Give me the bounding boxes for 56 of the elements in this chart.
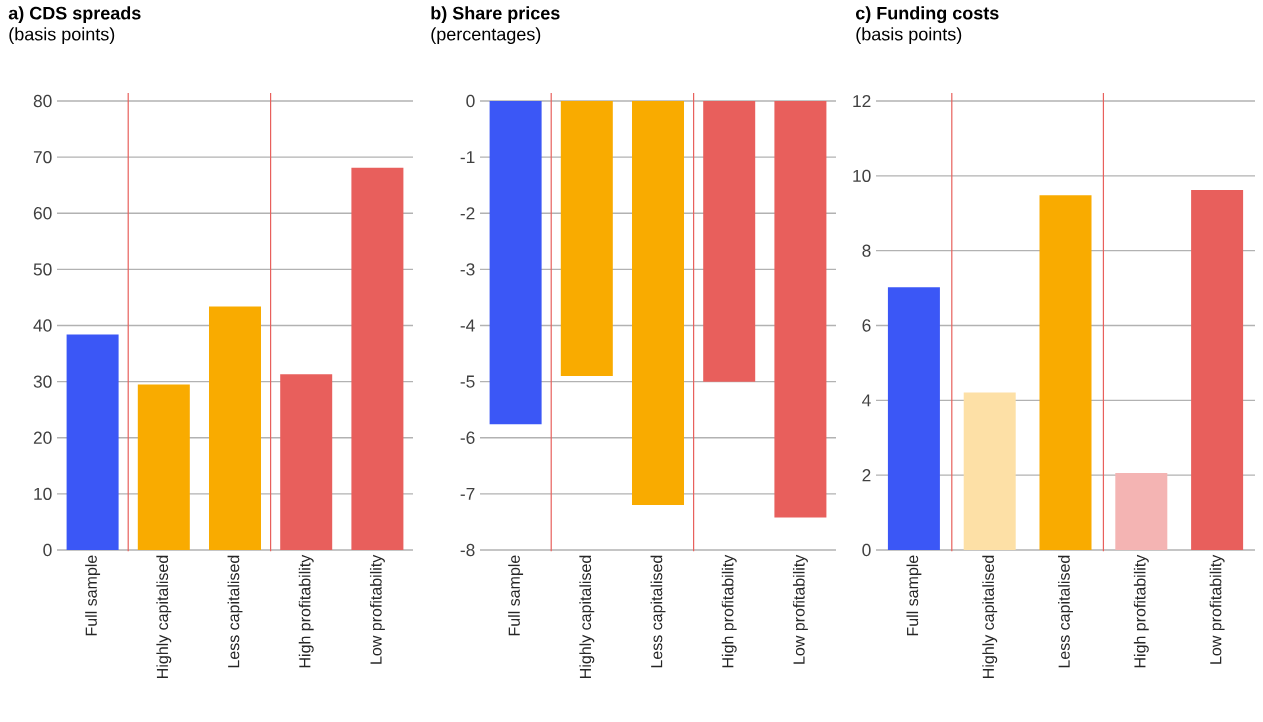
bar: [209, 306, 261, 550]
bar: [1191, 190, 1244, 550]
chart-title: b) Share prices: [431, 6, 560, 24]
y-tick-label: 60: [33, 207, 52, 220]
chart-subtitle: (percentages): [431, 27, 541, 45]
x-tick-label: Less capitalised: [650, 555, 666, 668]
x-tick-label: Low profitability: [792, 554, 808, 664]
y-tick-label: -1: [460, 151, 475, 164]
x-tick-label: Full sample: [85, 555, 101, 636]
chart-title: c) Funding costs: [855, 6, 999, 24]
chart-title: a) CDS spreads: [8, 6, 141, 24]
bar: [1115, 472, 1168, 550]
x-tick-label: Highly capitalised: [579, 555, 595, 678]
y-tick-label: 20: [33, 431, 52, 444]
x-tick-label: High profitability: [721, 554, 737, 668]
x-tick-label: Low profitability: [1209, 554, 1225, 664]
y-tick-label: -7: [460, 487, 475, 500]
y-tick-label: 50: [33, 263, 52, 276]
x-tick-label: Less capitalised: [227, 555, 243, 668]
chart-subtitle: (basis points): [856, 27, 962, 45]
bar: [887, 287, 940, 550]
y-tick-label: -3: [460, 263, 475, 276]
y-tick-label: 30: [33, 375, 52, 388]
chart-subtitle: (basis points): [9, 27, 115, 45]
x-tick-label: High profitability: [298, 554, 314, 668]
x-tick-label: Less capitalised: [1058, 555, 1073, 668]
bar: [137, 384, 190, 550]
y-tick-label: 0: [43, 543, 52, 557]
y-tick-label: -6: [460, 431, 475, 444]
x-tick-label: Full sample: [906, 555, 922, 636]
y-tick-label: 10: [34, 487, 52, 501]
y-tick-label: 40: [33, 319, 52, 332]
y-tick-label: 8: [862, 244, 871, 257]
y-tick-label: -2: [460, 207, 475, 220]
y-tick-label: -5: [460, 375, 475, 388]
bar: [351, 167, 404, 550]
y-tick-label: 0: [466, 94, 475, 108]
x-tick-label: Highly capitalised: [156, 555, 172, 678]
bar: [963, 392, 1016, 550]
y-tick-label: 4: [862, 394, 871, 407]
x-tick-label: High profitability: [1133, 554, 1149, 668]
y-tick-label: 80: [33, 94, 52, 108]
x-tick-label: Full sample: [508, 555, 524, 636]
y-tick-label: 10: [853, 169, 871, 182]
y-tick-label: 70: [33, 150, 52, 164]
x-tick-label: Low profitability: [369, 554, 385, 664]
bar: [280, 374, 333, 550]
y-tick-label: 12: [853, 94, 871, 108]
y-tick-label: -4: [460, 319, 475, 332]
bar: [1039, 195, 1092, 550]
y-tick-label: 6: [862, 319, 871, 332]
y-tick-label: 2: [862, 469, 871, 482]
bar: [66, 334, 119, 550]
y-tick-label: 0: [862, 543, 871, 557]
y-tick-label: -8: [460, 543, 475, 557]
x-tick-label: Highly capitalised: [982, 555, 998, 678]
